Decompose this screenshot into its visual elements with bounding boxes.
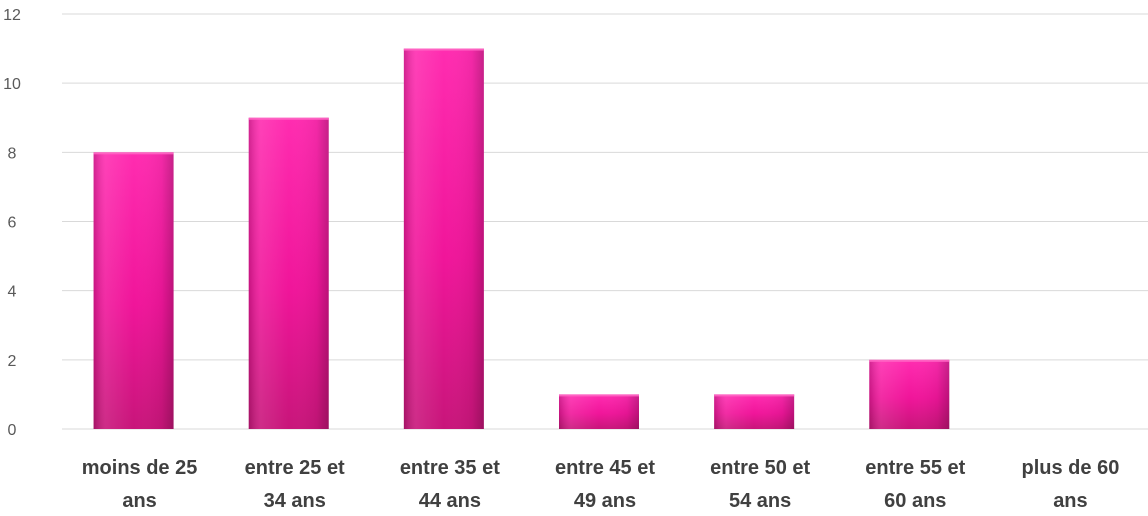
bar-sheen (559, 394, 639, 429)
y-tick-label: 6 (8, 215, 17, 232)
bar-top-highlight (93, 152, 174, 155)
bar-top-highlight (403, 48, 484, 51)
gridlines (62, 13, 1148, 430)
bar (559, 394, 639, 429)
x-tick-label: plus de 60 (1022, 457, 1120, 479)
bar-top-highlight (714, 394, 795, 397)
y-tick-label: 2 (8, 353, 17, 370)
y-tick-label: 8 (8, 145, 17, 162)
x-tick-label: entre 55 et (865, 457, 965, 479)
x-tick-label: moins de 25 (82, 457, 198, 479)
bar-top-highlight (248, 117, 329, 120)
bar-sheen (93, 152, 174, 430)
bar-sheen (248, 117, 329, 429)
x-tick-label: 34 ans (264, 490, 326, 512)
bar (869, 359, 950, 429)
x-tick-label: 49 ans (574, 490, 636, 512)
y-axis: 0 2 4 6 8 10 12 (3, 7, 21, 439)
x-axis: moins de 25 ans entre 25 et 34 ans entre 35 … (82, 457, 1120, 512)
bar (93, 152, 174, 430)
y-tick-label: 4 (8, 284, 17, 301)
x-tick-label: ans (1053, 490, 1087, 512)
x-tick-label: 60 ans (884, 490, 946, 512)
bar (403, 48, 484, 429)
bar-top-highlight (869, 359, 950, 362)
x-tick-label: 54 ans (729, 490, 791, 512)
bar (248, 117, 329, 429)
bar (714, 394, 795, 429)
x-tick-label: entre 50 et (710, 457, 810, 479)
y-tick-label: 10 (3, 76, 21, 93)
bars (93, 48, 950, 430)
x-tick-label: entre 25 et (245, 457, 345, 479)
bar-sheen (869, 359, 950, 429)
x-tick-label: entre 35 et (400, 457, 500, 479)
y-tick-label: 12 (3, 7, 21, 24)
bar-top-highlight (559, 394, 639, 397)
x-tick-label: ans (122, 490, 156, 512)
y-tick-label: 0 (8, 422, 17, 439)
bar-sheen (403, 48, 484, 429)
x-tick-label: entre 45 et (555, 457, 655, 479)
bar-sheen (714, 394, 795, 429)
x-tick-label: 44 ans (419, 490, 481, 512)
